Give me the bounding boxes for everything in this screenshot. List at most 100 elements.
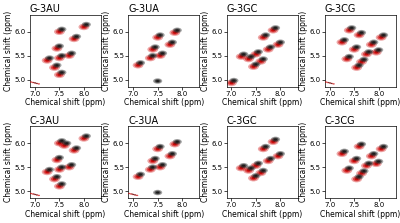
Ellipse shape	[58, 142, 61, 145]
Ellipse shape	[345, 58, 349, 60]
Ellipse shape	[53, 46, 61, 51]
Ellipse shape	[254, 175, 258, 177]
Ellipse shape	[176, 29, 179, 31]
Ellipse shape	[134, 175, 142, 179]
Ellipse shape	[156, 54, 164, 58]
Ellipse shape	[361, 162, 372, 169]
Ellipse shape	[60, 28, 64, 30]
Ellipse shape	[376, 146, 386, 152]
Ellipse shape	[376, 159, 382, 163]
Ellipse shape	[261, 144, 270, 149]
Ellipse shape	[248, 55, 254, 58]
Ellipse shape	[357, 145, 361, 148]
Ellipse shape	[57, 181, 66, 187]
Ellipse shape	[264, 34, 267, 36]
Ellipse shape	[158, 51, 167, 56]
Ellipse shape	[382, 34, 385, 36]
Ellipse shape	[252, 163, 260, 168]
Ellipse shape	[360, 143, 363, 145]
Ellipse shape	[230, 82, 233, 84]
Ellipse shape	[355, 178, 358, 180]
Ellipse shape	[239, 52, 248, 57]
Ellipse shape	[368, 42, 375, 47]
X-axis label: Chemical shift (ppm): Chemical shift (ppm)	[25, 98, 106, 107]
Ellipse shape	[362, 58, 366, 60]
Ellipse shape	[56, 44, 62, 48]
Ellipse shape	[345, 169, 349, 172]
Ellipse shape	[70, 164, 73, 166]
Ellipse shape	[347, 29, 351, 31]
Ellipse shape	[271, 29, 275, 31]
Ellipse shape	[133, 62, 144, 68]
Ellipse shape	[374, 159, 383, 164]
Ellipse shape	[362, 170, 366, 172]
Ellipse shape	[272, 153, 283, 159]
Ellipse shape	[374, 51, 378, 54]
Ellipse shape	[83, 134, 90, 138]
Ellipse shape	[260, 147, 267, 151]
Ellipse shape	[156, 144, 165, 149]
Ellipse shape	[356, 63, 362, 67]
Ellipse shape	[58, 31, 61, 33]
Ellipse shape	[369, 151, 378, 157]
Y-axis label: Chemical shift (ppm): Chemical shift (ppm)	[102, 11, 112, 91]
Ellipse shape	[156, 148, 160, 150]
Ellipse shape	[57, 70, 66, 75]
Ellipse shape	[268, 27, 278, 33]
Ellipse shape	[258, 34, 269, 41]
Ellipse shape	[64, 164, 74, 170]
Ellipse shape	[324, 81, 327, 83]
Ellipse shape	[158, 146, 162, 148]
Ellipse shape	[261, 36, 265, 39]
Ellipse shape	[353, 65, 360, 70]
Ellipse shape	[154, 157, 157, 159]
Ellipse shape	[243, 56, 254, 62]
Ellipse shape	[57, 27, 66, 32]
Ellipse shape	[348, 26, 355, 30]
Ellipse shape	[170, 29, 180, 36]
Ellipse shape	[59, 139, 65, 143]
Ellipse shape	[170, 141, 180, 147]
Ellipse shape	[52, 62, 62, 68]
Ellipse shape	[56, 72, 63, 77]
Ellipse shape	[34, 82, 36, 84]
Ellipse shape	[372, 153, 376, 155]
Ellipse shape	[236, 165, 246, 171]
Ellipse shape	[266, 48, 270, 51]
Ellipse shape	[173, 143, 177, 145]
Ellipse shape	[343, 168, 350, 173]
Ellipse shape	[67, 54, 71, 57]
Ellipse shape	[148, 57, 152, 59]
Ellipse shape	[58, 157, 61, 159]
Ellipse shape	[252, 52, 260, 56]
Ellipse shape	[347, 25, 356, 31]
Ellipse shape	[171, 30, 178, 35]
Ellipse shape	[151, 48, 155, 51]
Ellipse shape	[272, 26, 279, 30]
Ellipse shape	[361, 51, 372, 58]
Ellipse shape	[55, 64, 58, 66]
Ellipse shape	[55, 47, 59, 50]
Ellipse shape	[75, 35, 78, 37]
Ellipse shape	[326, 82, 329, 83]
Ellipse shape	[372, 50, 380, 55]
Ellipse shape	[257, 171, 264, 175]
Ellipse shape	[136, 60, 145, 66]
Ellipse shape	[53, 158, 61, 162]
Ellipse shape	[160, 163, 166, 167]
Ellipse shape	[128, 193, 130, 194]
Ellipse shape	[264, 47, 272, 52]
Ellipse shape	[378, 35, 385, 40]
Ellipse shape	[259, 172, 263, 174]
Ellipse shape	[271, 140, 275, 143]
Ellipse shape	[134, 194, 136, 195]
Ellipse shape	[371, 152, 377, 156]
Ellipse shape	[83, 23, 90, 26]
Ellipse shape	[252, 177, 256, 179]
Ellipse shape	[360, 172, 364, 175]
Ellipse shape	[328, 82, 331, 84]
Ellipse shape	[258, 146, 269, 152]
Y-axis label: Chemical shift (ppm): Chemical shift (ppm)	[4, 11, 13, 91]
Ellipse shape	[355, 157, 358, 159]
Ellipse shape	[346, 55, 352, 58]
